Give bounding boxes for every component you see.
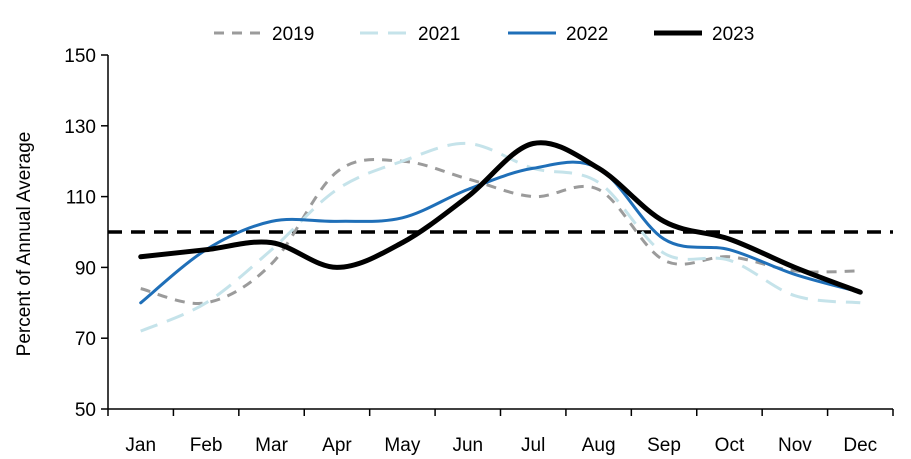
y-tick-label: 90 [75, 258, 96, 279]
x-tick-label: May [384, 435, 420, 456]
y-tick-label: 130 [64, 117, 96, 138]
x-tick-label: Mar [255, 435, 288, 456]
series-line-2021 [140, 141, 861, 333]
y-tick-label: 150 [64, 46, 96, 67]
x-tick-label: Jun [452, 435, 483, 456]
x-tick-label: Feb [190, 435, 223, 456]
y-axis-title-group: Percent of Annual Average [14, 132, 35, 357]
x-tick-label: Oct [715, 435, 745, 456]
y-tick-label: 110 [66, 188, 96, 209]
x-tick-label: Apr [322, 435, 352, 456]
x-tick-label: Jan [125, 435, 156, 456]
x-tick-label: Nov [778, 435, 812, 456]
x-tick-label: Dec [843, 435, 877, 456]
legend-label-2022: 2022 [566, 24, 608, 45]
series-line-2023 [138, 140, 863, 295]
y-tick-label: 50 [75, 400, 96, 421]
y-axis-title: Percent of Annual Average [14, 132, 35, 357]
y-tick-label: 70 [75, 329, 96, 350]
axes: 50 70 90 110 130 150 Jan Feb Mar Apr May Jun Jul Aug S… [64, 46, 894, 456]
legend-label-2023: 2023 [712, 24, 754, 45]
x-tick-label: Jul [521, 435, 545, 456]
series-group [138, 140, 863, 333]
legend-label-2021: 2021 [418, 24, 460, 45]
x-tick-label: Sep [647, 435, 681, 456]
x-tick-label: Aug [582, 435, 616, 456]
series-line-2022 [139, 160, 862, 305]
legend-label-2019: 2019 [272, 24, 314, 45]
legend: 2019 2021 2022 2023 [214, 24, 754, 45]
